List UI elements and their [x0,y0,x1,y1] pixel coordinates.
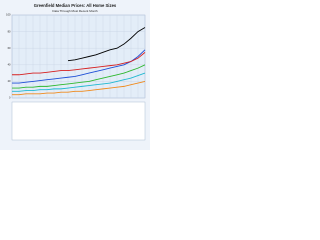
y-tick-label: 60 [8,46,11,50]
series-line [12,64,146,89]
plot-area [11,14,146,99]
chart-title: Greenfield Median Prices: All Home Sizes [34,3,117,8]
series-line [12,72,146,92]
y-tick-label: 100 [6,13,11,17]
chart-subtitle: Data Through Most Recent Month [52,9,97,13]
y-tick-label: 0 [9,96,11,100]
y-tick-label: 80 [8,29,11,33]
series-line [12,49,146,84]
data-table [11,101,146,141]
y-tick-label: 20 [8,79,11,83]
y-tick-label: 40 [8,62,11,66]
chart: Greenfield Median Prices: All Home Sizes… [0,0,150,150]
series-line [12,52,146,76]
series-line [12,80,146,96]
series-line [67,27,146,62]
